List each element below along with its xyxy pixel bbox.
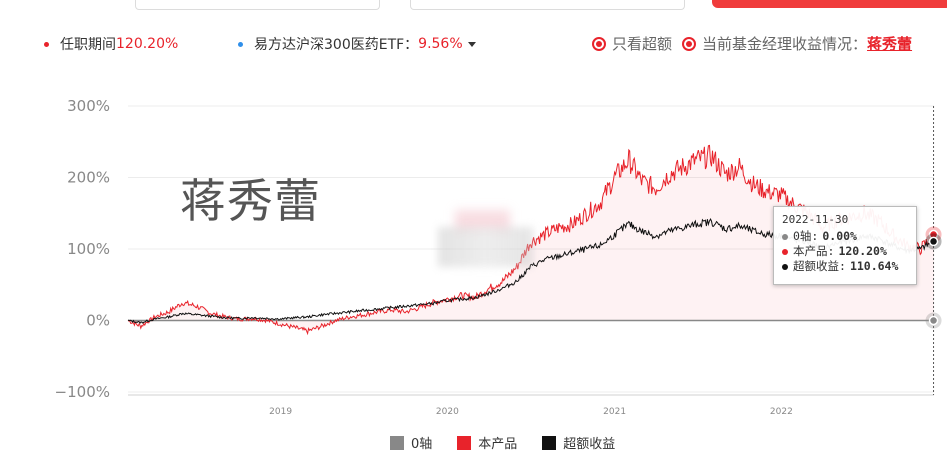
y-tick-label: 200%: [67, 169, 110, 187]
tooltip-row-zero: 0轴: 0.00%: [782, 229, 908, 244]
marker-point: [928, 315, 939, 326]
blurred-region: [438, 227, 533, 267]
legend-swatch: [390, 435, 404, 450]
legend-item-product[interactable]: 本产品: [457, 433, 517, 452]
tooltip-value: 120.20%: [838, 244, 887, 258]
legend-item-excess[interactable]: 超额收益: [542, 433, 615, 452]
legend-swatch: [542, 435, 557, 450]
benchmark-selector[interactable]: 易方达沪深300医药ETF： 9.56%: [238, 34, 476, 54]
legend-item-zero[interactable]: 0轴: [390, 433, 432, 452]
blurred-region: [455, 210, 510, 232]
legend-label: 超额收益: [563, 437, 616, 452]
x-tick-label: 2022: [770, 407, 793, 417]
chart-legend: 0轴 本产品 超额收益: [390, 433, 640, 452]
top-action-button[interactable]: [712, 0, 947, 8]
chart-options: 只看超额 当前基金经理收益情况： 蒋秀蕾: [592, 33, 922, 54]
excess-only-radio-icon[interactable]: [592, 36, 606, 51]
tooltip-row-excess: 超额收益: 110.64%: [782, 259, 908, 274]
legend-swatch: [457, 435, 472, 450]
tenure-dot-icon: [44, 41, 49, 47]
tenure-value: 120.20%: [116, 36, 179, 52]
x-axis-ticks: 2019 2020 2021 2022: [128, 394, 934, 417]
manager-label: 当前基金经理收益情况：: [702, 35, 868, 53]
x-tick-label: 2021: [603, 407, 626, 417]
y-axis-ticks: 300% 200% 100% 0% −100%: [55, 97, 110, 401]
y-tick-label: 0%: [86, 312, 110, 330]
tenure-label: 任职期间: [60, 37, 116, 53]
tooltip-row-product: 本产品: 120.20%: [782, 244, 908, 259]
tooltip-dot-icon: [782, 248, 788, 255]
tooltip-value: 0.00%: [822, 229, 857, 243]
excess-only-option[interactable]: 只看超额: [592, 33, 672, 54]
tooltip-label: 0轴:: [793, 229, 819, 243]
y-tick-label: 100%: [67, 240, 110, 258]
crosshair-markers: [925, 226, 942, 329]
manager-name-link[interactable]: 蒋秀蕾: [867, 35, 913, 53]
tooltip-label: 本产品:: [793, 244, 835, 258]
top-input-left[interactable]: [135, 0, 380, 10]
legend-label: 0轴: [411, 437, 433, 452]
tooltip-label: 超额收益:: [793, 259, 846, 273]
watermark-text: 蒋秀蕾: [180, 174, 321, 228]
tooltip-value: 110.64%: [849, 259, 899, 273]
manager-radio-icon[interactable]: [682, 36, 697, 51]
x-tick-label: 2020: [436, 407, 459, 417]
tenure-summary: 任职期间 120.20%: [44, 34, 178, 54]
excess-only-label: 只看超额: [612, 35, 673, 53]
y-tick-label: 300%: [67, 97, 110, 115]
tooltip-dot-icon: [782, 263, 788, 270]
tooltip-dot-icon: [782, 233, 788, 240]
marker-point: [928, 236, 939, 247]
benchmark-label: 易方达沪深300医药ETF：: [254, 37, 419, 53]
legend-label: 本产品: [478, 437, 518, 452]
chevron-down-icon[interactable]: [467, 41, 476, 47]
y-tick-label: −100%: [55, 383, 110, 401]
x-tick-label: 2019: [269, 407, 292, 417]
product-area-fill: [128, 145, 934, 334]
top-input-right[interactable]: [410, 0, 685, 10]
chart-tooltip: 2022-11-30 0轴: 0.00% 本产品: 120.20% 超额收益: 110…: [773, 206, 917, 285]
benchmark-value: 9.56%: [418, 36, 463, 52]
manager-option[interactable]: 当前基金经理收益情况： 蒋秀蕾: [682, 33, 912, 54]
tooltip-date: 2022-11-30: [782, 213, 849, 226]
benchmark-dot-icon: [238, 41, 243, 47]
